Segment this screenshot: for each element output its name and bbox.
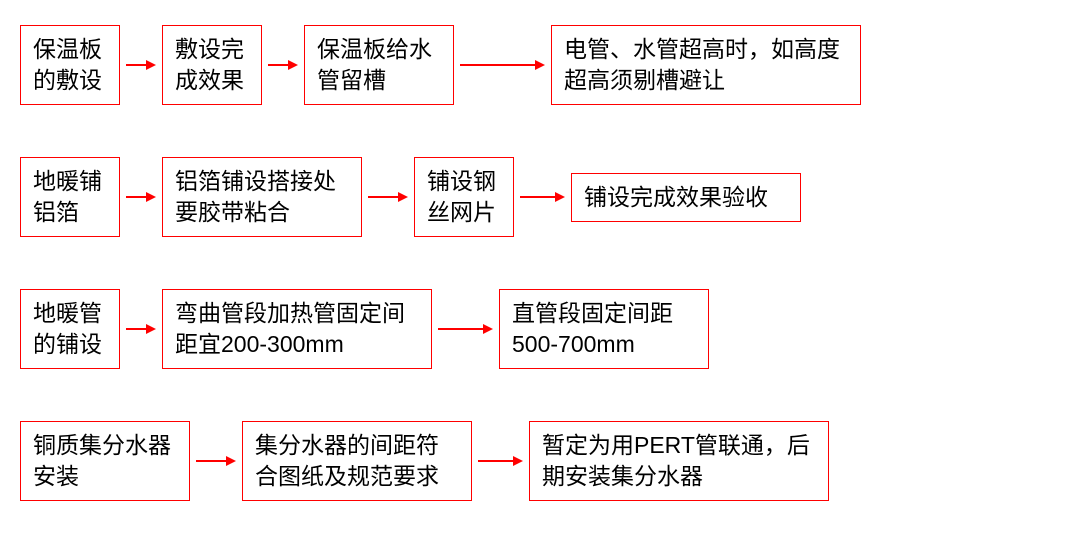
flow-arrow [126,55,156,75]
flow-arrow [196,451,236,471]
flow-row: 保温板的敷设敷设完成效果保温板给水管留槽 电管、水管超高时，如高度超高须剔槽避让 [20,25,1060,105]
flow-arrow [438,319,493,339]
flow-node: 铝箔铺设搭接处要胶带粘合 [162,157,362,237]
flow-arrow [520,187,565,207]
flow-row: 铜质集分水器安装集分水器的间距符合图纸及规范要求暂定为用PERT管联通，后期安装… [20,421,1060,501]
flow-node: 弯曲管段加热管固定间距宜200-300mm [162,289,432,369]
flow-arrow [460,55,545,75]
flow-arrow [126,187,156,207]
flow-node: 地暖管的铺设 [20,289,120,369]
flow-arrow [478,451,523,471]
flow-arrow [126,319,156,339]
flow-node: 暂定为用PERT管联通，后期安装集分水器 [529,421,829,501]
flow-node: 铜质集分水器安装 [20,421,190,501]
flow-arrow [268,55,298,75]
flow-node: 集分水器的间距符合图纸及规范要求 [242,421,472,501]
flow-node: 电管、水管超高时，如高度超高须剔槽避让 [551,25,861,105]
flow-node: 敷设完成效果 [162,25,262,105]
flow-node: 铺设钢丝网片 [414,157,514,237]
flow-row: 地暖管的铺设弯曲管段加热管固定间距宜200-300mm 直管段固定间距500-70… [20,289,1060,369]
flow-arrow [368,187,408,207]
flow-node: 直管段固定间距500-700mm [499,289,709,369]
flow-row: 地暖铺铝箔铝箔铺设搭接处要胶带粘合铺设钢丝网片 铺设完成效果验收 [20,157,1060,237]
flow-node: 保温板给水管留槽 [304,25,454,105]
flow-node: 保温板的敷设 [20,25,120,105]
flow-node: 地暖铺铝箔 [20,157,120,237]
flow-node: 铺设完成效果验收 [571,173,801,222]
